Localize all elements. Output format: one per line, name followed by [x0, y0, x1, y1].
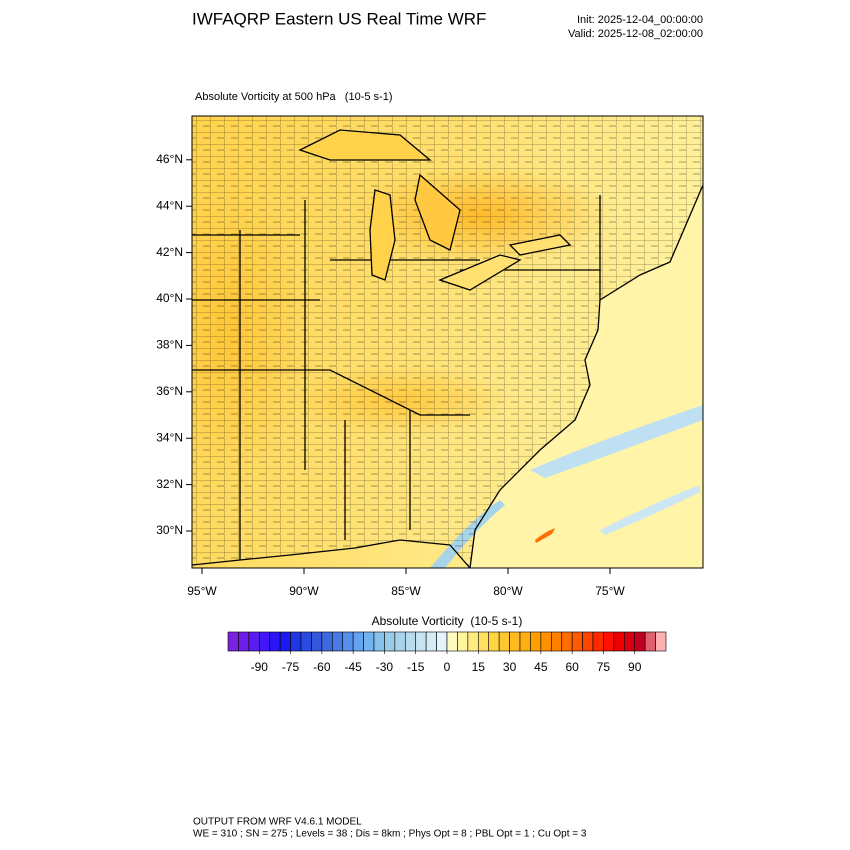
lon-label: 95°W [187, 584, 217, 598]
colorbar-box [623, 631, 636, 652]
colorbar-title: Absolute Vorticity (10-5 s-1) [372, 614, 523, 628]
colorbar-tick-label: 75 [597, 660, 611, 674]
lon-label: 80°W [493, 584, 523, 598]
colorbar-box [238, 631, 250, 652]
colorbar-box [530, 631, 542, 652]
lat-label: 44°N [156, 198, 183, 212]
lon-label: 90°W [289, 584, 319, 598]
colorbar-tick-label: -15 [407, 660, 425, 674]
colorbar-box [634, 631, 646, 652]
colorbar-box [404, 631, 417, 652]
lat-label: 46°N [156, 152, 183, 166]
colorbar-box [477, 631, 490, 652]
colorbar-box [498, 631, 510, 652]
lat-label: 30°N [156, 523, 183, 537]
colorbar-box [300, 631, 312, 652]
colorbar-tick-label: 45 [534, 660, 548, 674]
colorbar-box [269, 631, 281, 652]
colorbar-box [279, 631, 291, 652]
colorbar-box [342, 631, 354, 652]
footer-line: OUTPUT FROM WRF V4.6.1 MODEL [193, 817, 362, 828]
colorbar-tick-label: -75 [282, 660, 300, 674]
colorbar-box [550, 631, 563, 652]
colorbar-box [311, 631, 323, 652]
lon-label: 85°W [391, 584, 421, 598]
colorbar-tick-label: -90 [251, 660, 269, 674]
lat-label: 42°N [156, 245, 183, 259]
colorbar-box [227, 631, 239, 652]
colorbar-tick-label: 60 [565, 660, 579, 674]
colorbar-box [321, 631, 333, 652]
lat-label: 34°N [156, 430, 183, 444]
colorbar-box [488, 631, 500, 652]
colorbar-box [592, 631, 604, 652]
footer-line: WE = 310 ; SN = 275 ; Levels = 38 ; Dis … [193, 829, 587, 840]
colorbar-box [467, 631, 479, 652]
valid-time: Valid: 2025-12-08_02:00:00 [568, 28, 703, 40]
colorbar-tick-label: -60 [313, 660, 331, 674]
map-frame [191, 115, 704, 569]
colorbar-box [415, 631, 427, 652]
colorbar-box [457, 631, 469, 652]
colorbar: -90 -75 -60 -45 -30 -15 0 15 30 45 60 75 90 [227, 631, 667, 674]
title: IWFAQRP Eastern US Real Time WRF [192, 9, 486, 28]
colorbar-box [331, 631, 344, 652]
lat-label: 36°N [156, 384, 183, 398]
colorbar-box [352, 631, 364, 652]
colorbar-tick-label: 90 [628, 660, 642, 674]
map-field [192, 116, 703, 568]
lat-label: 40°N [156, 291, 183, 305]
colorbar-tick-label: -45 [344, 660, 362, 674]
lon-label: 75°W [595, 584, 625, 598]
colorbar-box [363, 631, 375, 652]
colorbar-tick-label: -30 [376, 660, 394, 674]
lon-labels: 95°W 90°W 85°W 80°W 75°W [187, 568, 625, 598]
colorbar-tick-label: 0 [444, 660, 451, 674]
colorbar-box [425, 631, 437, 652]
colorbar-box [373, 631, 385, 652]
colorbar-tick-label: 30 [503, 660, 517, 674]
colorbar-tick-label: 15 [472, 660, 486, 674]
lat-label: 38°N [156, 338, 183, 352]
colorbar-box [436, 631, 448, 652]
colorbar-box [519, 631, 531, 652]
colorbar-box [561, 631, 573, 652]
colorbar-box [613, 631, 625, 652]
field-title: Absolute Vorticity at 500 hPa (10-5 s-1) [195, 91, 393, 103]
colorbar-box [258, 631, 271, 652]
colorbar-box [655, 631, 667, 652]
colorbar-box [571, 631, 583, 652]
lat-label: 32°N [156, 477, 183, 491]
colorbar-box [509, 631, 521, 652]
colorbar-box [446, 631, 458, 652]
colorbar-box [248, 631, 260, 652]
lat-labels: 30°N 32°N 34°N 36°N 38°N 40°N 42°N 44°N 46°N [156, 152, 192, 537]
colorbar-box [540, 631, 552, 652]
colorbar-box [644, 631, 656, 652]
colorbar-box [394, 631, 406, 652]
init-time: Init: 2025-12-04_00:00:00 [577, 14, 703, 26]
colorbar-box [290, 631, 302, 652]
colorbar-box [603, 631, 615, 652]
colorbar-box [384, 631, 396, 652]
colorbar-box [582, 631, 594, 652]
